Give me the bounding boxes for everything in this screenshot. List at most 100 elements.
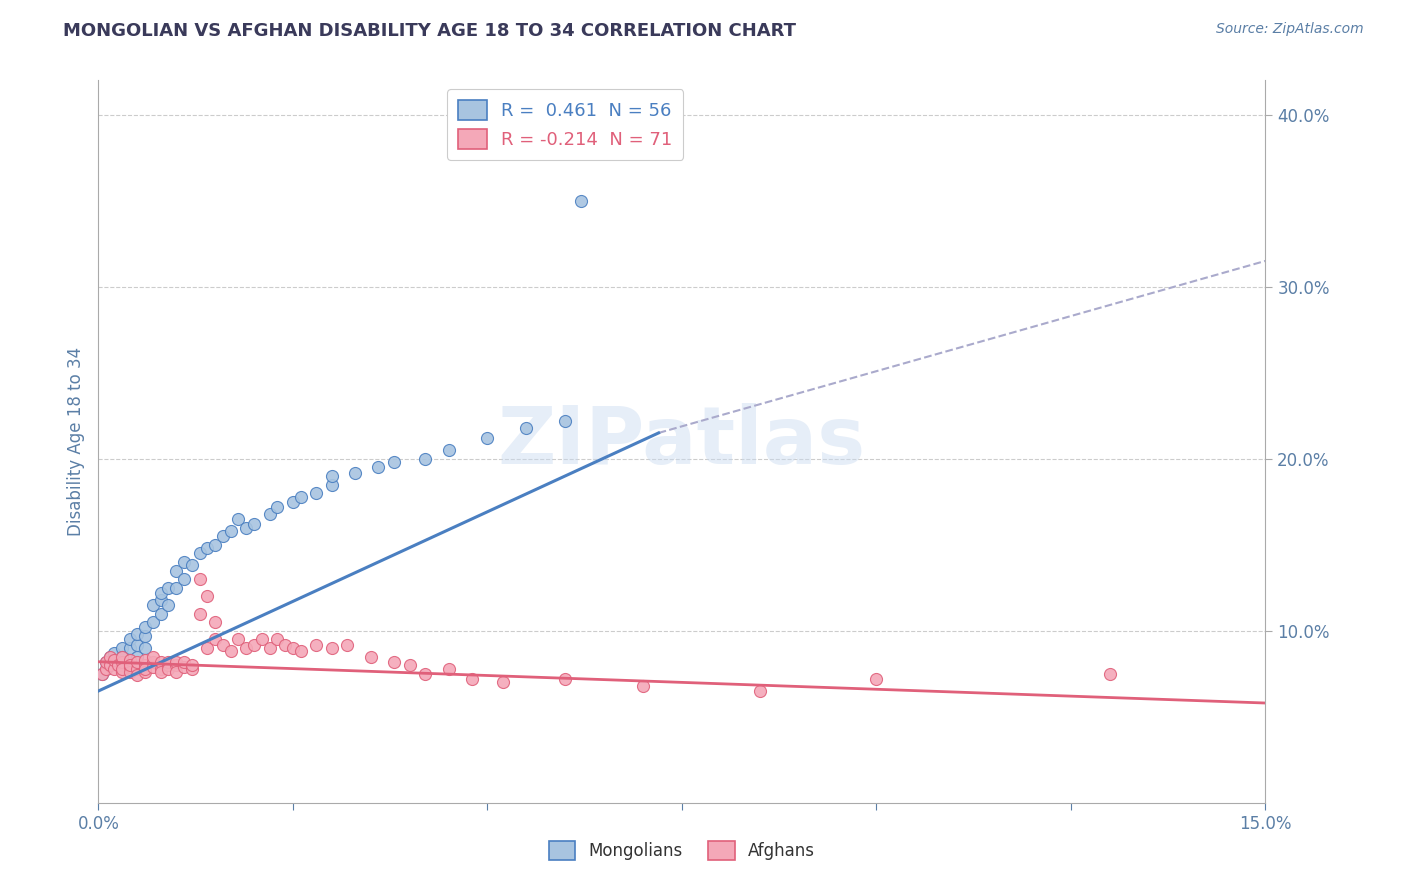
Point xyxy=(305,486,328,500)
Point xyxy=(321,469,343,483)
Point xyxy=(259,507,281,521)
Point xyxy=(134,665,156,679)
Point xyxy=(127,662,149,676)
Point xyxy=(118,653,141,667)
Point xyxy=(127,668,149,682)
Point xyxy=(103,662,125,676)
Point xyxy=(204,632,226,647)
Point xyxy=(259,640,281,655)
Point xyxy=(111,658,134,673)
Point xyxy=(96,662,118,676)
Point xyxy=(127,627,149,641)
Point xyxy=(437,662,460,676)
Point xyxy=(266,632,288,647)
Point xyxy=(149,655,172,669)
Point xyxy=(437,443,460,458)
Point xyxy=(188,607,211,621)
Point xyxy=(228,632,250,647)
Point xyxy=(111,665,134,679)
Point xyxy=(96,655,118,669)
Point xyxy=(98,658,121,673)
Point xyxy=(134,662,156,676)
Point xyxy=(103,646,125,660)
Point xyxy=(274,638,297,652)
Point xyxy=(96,662,118,676)
Point xyxy=(204,615,226,630)
Point xyxy=(195,590,218,604)
Point xyxy=(134,653,156,667)
Point xyxy=(1098,666,1121,681)
Point xyxy=(321,477,343,491)
Point xyxy=(631,679,654,693)
Point xyxy=(360,649,382,664)
Point xyxy=(188,546,211,560)
Point xyxy=(111,649,134,664)
Point xyxy=(98,649,121,664)
Point xyxy=(118,658,141,673)
Point xyxy=(228,512,250,526)
Point xyxy=(865,672,887,686)
Point xyxy=(149,665,172,679)
Point xyxy=(188,572,211,586)
Point xyxy=(250,632,273,647)
Point xyxy=(204,538,226,552)
Point xyxy=(98,649,121,664)
Point xyxy=(413,451,436,466)
Point xyxy=(157,655,180,669)
Point xyxy=(118,640,141,655)
Point xyxy=(195,640,218,655)
Point xyxy=(413,666,436,681)
Point xyxy=(157,662,180,676)
Point xyxy=(118,653,141,667)
Point xyxy=(107,658,129,673)
Point xyxy=(173,555,195,569)
Point xyxy=(180,662,202,676)
Point xyxy=(243,638,266,652)
Point xyxy=(103,653,125,667)
Point xyxy=(118,632,141,647)
Point xyxy=(344,466,367,480)
Point xyxy=(219,524,242,538)
Point xyxy=(477,431,499,445)
Text: Source: ZipAtlas.com: Source: ZipAtlas.com xyxy=(1216,22,1364,37)
Point xyxy=(127,638,149,652)
Point xyxy=(91,666,114,681)
Point xyxy=(111,640,134,655)
Point xyxy=(554,414,576,428)
Point xyxy=(165,564,187,578)
Point xyxy=(165,665,187,679)
Point xyxy=(554,672,576,686)
Text: ZIPatlas: ZIPatlas xyxy=(498,402,866,481)
Point xyxy=(173,655,195,669)
Point xyxy=(142,660,165,674)
Point xyxy=(398,658,420,673)
Point xyxy=(165,655,187,669)
Point xyxy=(107,655,129,669)
Y-axis label: Disability Age 18 to 34: Disability Age 18 to 34 xyxy=(66,347,84,536)
Point xyxy=(118,665,141,679)
Point xyxy=(290,644,312,658)
Point xyxy=(235,640,257,655)
Point xyxy=(134,640,156,655)
Point xyxy=(165,581,187,595)
Point xyxy=(149,592,172,607)
Point xyxy=(266,500,288,514)
Point xyxy=(382,655,405,669)
Point xyxy=(235,520,257,534)
Point xyxy=(515,421,537,435)
Point xyxy=(492,675,515,690)
Point xyxy=(173,572,195,586)
Point xyxy=(180,658,202,673)
Point xyxy=(142,598,165,612)
Point xyxy=(173,660,195,674)
Legend: Mongolians, Afghans: Mongolians, Afghans xyxy=(543,835,821,867)
Point xyxy=(91,666,114,681)
Point xyxy=(305,638,328,652)
Point xyxy=(367,460,389,475)
Point xyxy=(149,607,172,621)
Point xyxy=(98,658,121,673)
Point xyxy=(336,638,359,652)
Point xyxy=(212,529,235,543)
Point xyxy=(382,455,405,469)
Point xyxy=(243,517,266,532)
